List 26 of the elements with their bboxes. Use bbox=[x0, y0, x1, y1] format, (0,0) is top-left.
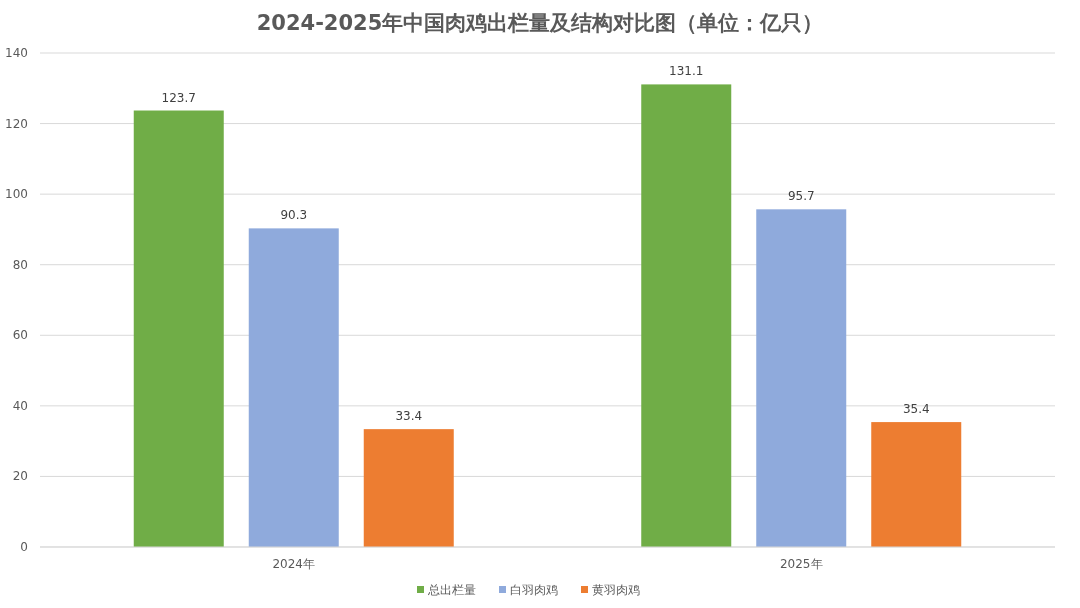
bar bbox=[248, 228, 339, 547]
y-tick-label: 140 bbox=[5, 46, 28, 60]
y-tick-label: 0 bbox=[20, 540, 28, 554]
data-label: 35.4 bbox=[902, 402, 930, 417]
legend-label: 黄羽肉鸡 bbox=[592, 583, 640, 597]
legend-label: 白羽肉鸡 bbox=[510, 583, 558, 597]
bar bbox=[363, 429, 454, 547]
bar bbox=[871, 422, 962, 547]
y-tick-label: 60 bbox=[12, 328, 28, 343]
data-label: 95.7 bbox=[787, 189, 815, 204]
data-label: 131.1 bbox=[669, 64, 704, 79]
data-label: 33.4 bbox=[395, 409, 423, 424]
data-label: 123.7 bbox=[161, 90, 196, 105]
y-tick-label: 40 bbox=[12, 398, 28, 413]
chart-title: 2024-2025年中国肉鸡出栏量及结构对比图（单位：亿只） bbox=[256, 11, 824, 35]
y-tick-label: 80 bbox=[12, 257, 28, 272]
x-tick-label: 2024年 bbox=[272, 557, 316, 571]
bar bbox=[641, 84, 732, 547]
y-tick-label: 100 bbox=[5, 187, 28, 202]
x-tick-label: 2025年 bbox=[779, 557, 823, 571]
y-tick-label: 20 bbox=[12, 469, 28, 484]
bar bbox=[756, 209, 847, 547]
legend-label: 总出栏量 bbox=[427, 583, 476, 597]
y-tick-label: 120 bbox=[5, 116, 28, 131]
bar bbox=[133, 110, 224, 547]
data-label: 90.3 bbox=[280, 208, 308, 223]
